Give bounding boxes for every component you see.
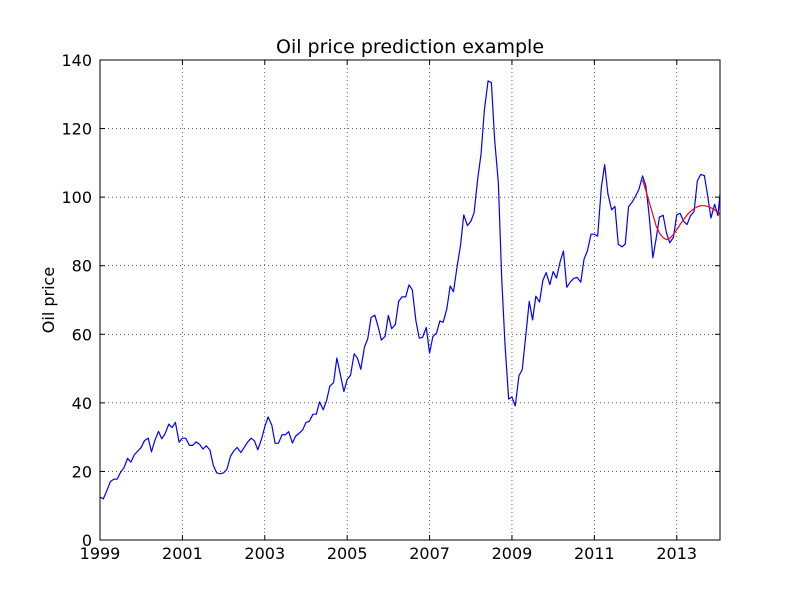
prediction-line (641, 179, 721, 241)
chart-title: Oil price prediction example (276, 36, 544, 58)
y-tick-label: 0 (82, 531, 92, 550)
x-tick-label: 2001 (162, 544, 203, 563)
y-tick-label: 120 (61, 120, 92, 139)
x-tick-label: 1999 (80, 544, 121, 563)
x-tick-label: 2009 (492, 544, 533, 563)
x-tick-label: 2013 (656, 544, 697, 563)
x-tick-label: 2007 (409, 544, 450, 563)
oil-price-line (99, 80, 721, 500)
x-tick-label: 2003 (244, 544, 285, 563)
axis-ticks: 1999 2001 2003 2005 2007 2009 2011 2013 0 20 40 60 8… (61, 51, 720, 563)
y-tick-label: 100 (61, 188, 92, 207)
y-tick-label: 80 (72, 257, 92, 276)
x-tick-label: 2011 (574, 544, 615, 563)
series-layer (99, 80, 721, 500)
y-tick-label: 40 (72, 394, 92, 413)
y-tick-label: 60 (72, 325, 92, 344)
grid (99, 59, 720, 541)
plot-frame (99, 59, 721, 541)
y-axis-label: Oil price (39, 267, 58, 333)
y-tick-label: 20 (72, 462, 92, 481)
x-tick-label: 2005 (327, 544, 368, 563)
y-tick-label: 140 (61, 51, 92, 70)
